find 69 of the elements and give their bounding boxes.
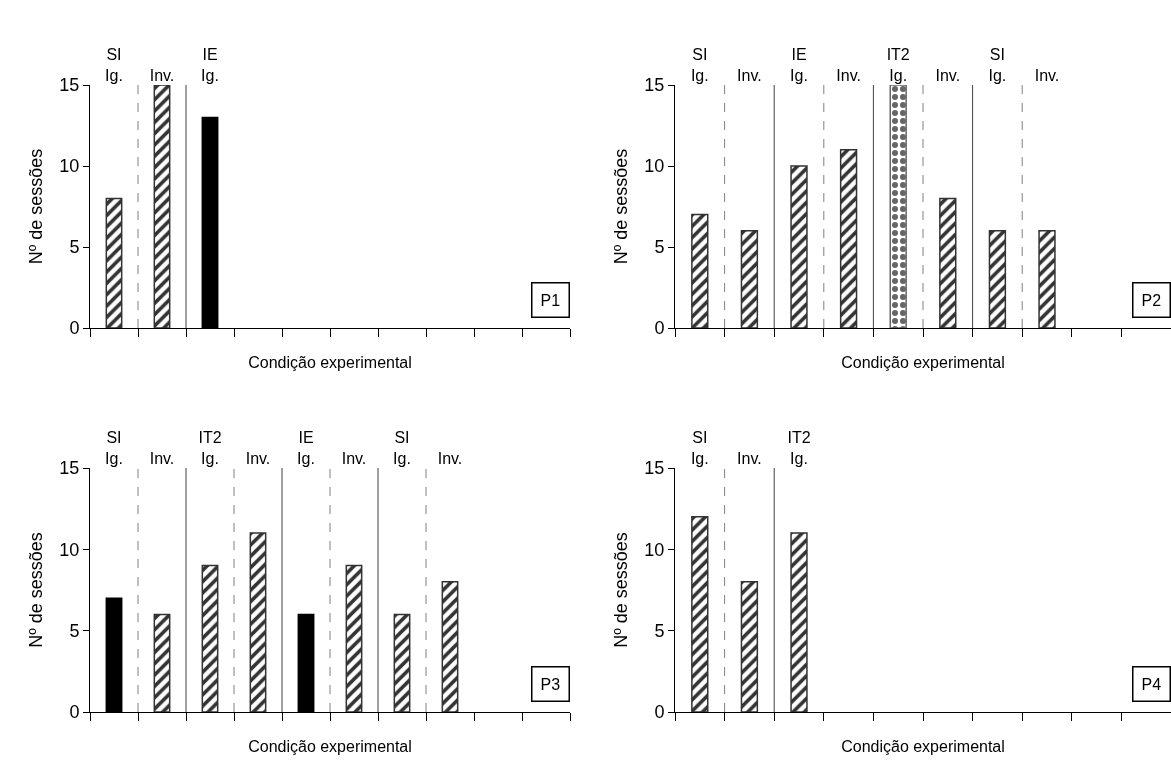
x-tick-label: IT2 Ig. <box>198 429 222 467</box>
x-tick-label: Inv. <box>341 449 367 467</box>
y-tick-label: 15 <box>644 458 665 479</box>
bar <box>790 532 808 712</box>
annotation: P2 <box>1141 291 1162 309</box>
x-tick-label: SI Ig. <box>690 46 709 84</box>
bar <box>790 165 808 328</box>
x-tick-label: SI Ig. <box>988 46 1007 84</box>
x-tick-label: Inv. <box>737 449 762 467</box>
x-axis-title: Condição experimental <box>248 737 412 755</box>
x-tick-label: IT2 Ig. <box>787 429 811 467</box>
y-tick-label: 5 <box>654 237 665 258</box>
annotation: P4 <box>1141 675 1162 693</box>
y-tick-label: 10 <box>644 539 665 560</box>
y-tick-label: 10 <box>59 156 80 177</box>
bar <box>1038 230 1056 328</box>
y-tick-label: 0 <box>69 702 80 723</box>
x-axis-title: Condição experimental <box>841 737 1005 755</box>
y-axis-title: Nº de sessões <box>610 532 631 648</box>
bar <box>201 564 219 712</box>
y-tick-label: 10 <box>59 539 80 560</box>
x-tick-label: IE Ig. <box>201 46 219 84</box>
bar <box>839 149 858 328</box>
x-axis-title: Condição experimental <box>248 353 412 371</box>
bar <box>740 581 759 712</box>
x-tick-label: Inv. <box>836 66 861 84</box>
x-tick-label: Inv. <box>1034 66 1060 84</box>
x-tick-label: IE Ig. <box>790 46 808 84</box>
bar <box>988 230 1007 328</box>
y-tick-label: 0 <box>654 702 665 723</box>
x-tick-label: Inv. <box>935 66 961 84</box>
bar <box>691 516 709 712</box>
bar <box>153 85 171 328</box>
y-tick-label: 0 <box>69 318 80 339</box>
x-tick-label: SI Ig. <box>105 429 123 467</box>
x-axis-title: Condição experimental <box>841 353 1005 371</box>
y-tick-label: 5 <box>654 620 665 641</box>
x-tick-label: SI Ig. <box>393 429 411 467</box>
y-tick-label: 5 <box>69 237 80 258</box>
bar <box>691 213 709 328</box>
y-tick-label: 15 <box>59 458 80 479</box>
annotation: P1 <box>540 291 561 309</box>
x-tick-label: SI Ig. <box>690 429 709 467</box>
x-tick-label: Inv. <box>737 66 762 84</box>
bar <box>889 85 907 328</box>
x-tick-label: IT2 Ig. <box>886 46 910 84</box>
bar <box>249 532 267 712</box>
annotation: P3 <box>540 675 561 693</box>
x-tick-label: Inv. <box>245 449 271 467</box>
x-tick-label: IE Ig. <box>297 429 315 467</box>
x-tick-label: Inv. <box>149 66 175 84</box>
y-axis-title: Nº de sessões <box>25 148 46 265</box>
bar <box>105 197 123 328</box>
bar <box>441 581 459 712</box>
y-tick-label: 15 <box>644 75 665 96</box>
y-axis-title: Nº de sessões <box>25 532 46 648</box>
bar <box>393 613 411 712</box>
y-tick-label: 10 <box>644 156 665 177</box>
bar <box>939 197 957 328</box>
x-tick-label: Inv. <box>437 449 463 467</box>
x-tick-label: SI Ig. <box>105 46 123 84</box>
x-tick-label: Inv. <box>149 449 175 467</box>
y-tick-label: 15 <box>59 75 80 96</box>
y-axis-title: Nº de sessões <box>610 148 631 265</box>
bar <box>345 564 363 712</box>
bar <box>740 230 759 328</box>
y-tick-label: 0 <box>654 318 665 339</box>
bar <box>153 613 171 712</box>
y-tick-label: 5 <box>69 620 80 641</box>
